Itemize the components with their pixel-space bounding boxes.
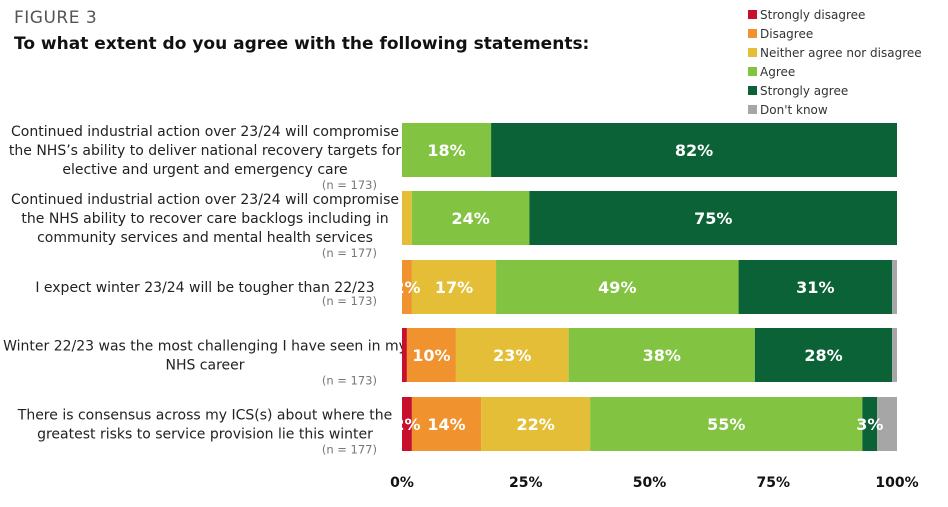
legend-item: Neither agree nor disagree — [748, 43, 922, 62]
bar-segment — [590, 397, 863, 451]
sample-size-label: (n = 173) — [322, 178, 377, 192]
legend-swatch — [748, 105, 757, 114]
bar-segment — [411, 397, 482, 451]
legend-label: Neither agree nor disagree — [760, 45, 922, 60]
bar-segment — [402, 123, 492, 177]
legend-item: Don't know — [748, 100, 922, 119]
legend-swatch — [748, 86, 757, 95]
data-label: 18% — [427, 141, 465, 160]
data-label: 10% — [412, 346, 450, 365]
data-label: 17% — [435, 278, 473, 297]
data-label: 23% — [493, 346, 531, 365]
legend-swatch — [748, 29, 757, 38]
data-label: 31% — [796, 278, 834, 297]
bar-segment — [892, 328, 897, 382]
bar-segment — [862, 397, 878, 451]
bar-segment — [754, 328, 893, 382]
data-label: 14% — [427, 415, 465, 434]
bar-segment — [411, 191, 530, 245]
bar-segment — [877, 397, 897, 451]
data-label: 24% — [451, 209, 489, 228]
bar-segment — [568, 328, 755, 382]
x-tick-label: 25% — [509, 475, 543, 491]
data-label: 28% — [804, 346, 842, 365]
category-label: I expect winter 23/24 will be tougher th… — [35, 280, 374, 296]
sample-size-label: (n = 177) — [322, 246, 377, 260]
data-label: 49% — [598, 278, 636, 297]
bar-segment — [402, 328, 407, 382]
category-label: the NHS ability to recover care backlogs… — [21, 211, 388, 227]
bar-segment — [529, 191, 897, 245]
data-label: 55% — [707, 415, 745, 434]
category-label: NHS career — [165, 358, 244, 374]
bar-segment — [411, 260, 497, 314]
figure-label: FIGURE 3 — [14, 8, 98, 28]
sample-size-label: (n = 173) — [322, 374, 377, 388]
bar-segment — [892, 260, 897, 314]
x-tick-label: 0% — [390, 475, 414, 491]
category-label: community services and mental health ser… — [37, 230, 373, 246]
category-label: greatest risks to service provision lie … — [37, 427, 373, 443]
legend: Strongly disagree Disagree Neither agree n… — [748, 5, 922, 119]
legend-swatch — [748, 67, 757, 76]
legend-item: Strongly disagree — [748, 5, 922, 24]
category-label: Winter 22/23 was the most challenging I … — [3, 339, 407, 355]
legend-label: Strongly disagree — [760, 7, 866, 22]
legend-label: Disagree — [760, 26, 814, 41]
data-label: 2% — [393, 278, 420, 297]
category-label: There is consensus across my ICS(s) abou… — [17, 408, 392, 424]
legend-label: Strongly agree — [760, 83, 849, 98]
sample-size-label: (n = 173) — [322, 294, 377, 308]
data-label: 75% — [694, 209, 732, 228]
data-label: 22% — [517, 415, 555, 434]
legend-item: Agree — [748, 62, 922, 81]
data-label: 3% — [856, 415, 883, 434]
x-tick-label: 75% — [756, 475, 790, 491]
category-label: Continued industrial action over 23/24 w… — [11, 124, 399, 140]
bar-segment — [406, 328, 456, 382]
legend-label: Don't know — [760, 102, 828, 117]
category-label: Continued industrial action over 23/24 w… — [11, 192, 399, 208]
legend-label: Agree — [760, 64, 796, 79]
sample-size-label: (n = 177) — [322, 443, 377, 457]
bar-segment — [738, 260, 893, 314]
bar-segment — [455, 328, 569, 382]
data-label: 38% — [643, 346, 681, 365]
data-label: 2% — [393, 415, 420, 434]
data-label: 82% — [675, 141, 713, 160]
bar-segment — [402, 260, 412, 314]
x-tick-label: 50% — [633, 475, 667, 491]
legend-item: Disagree — [748, 24, 922, 43]
bar-segment — [402, 191, 412, 245]
chart-title: To what extent do you agree with the fol… — [14, 34, 590, 54]
legend-item: Strongly agree — [748, 81, 922, 100]
bar-segment — [481, 397, 591, 451]
bar-segment — [496, 260, 739, 314]
legend-swatch — [748, 48, 757, 57]
bar-segment — [491, 123, 897, 177]
category-label: the NHS’s ability to deliver national re… — [9, 143, 401, 159]
bar-segment — [402, 397, 412, 451]
category-label: elective and urgent and emergency care — [62, 162, 347, 178]
x-tick-label: 100% — [875, 475, 918, 491]
legend-swatch — [748, 10, 757, 19]
